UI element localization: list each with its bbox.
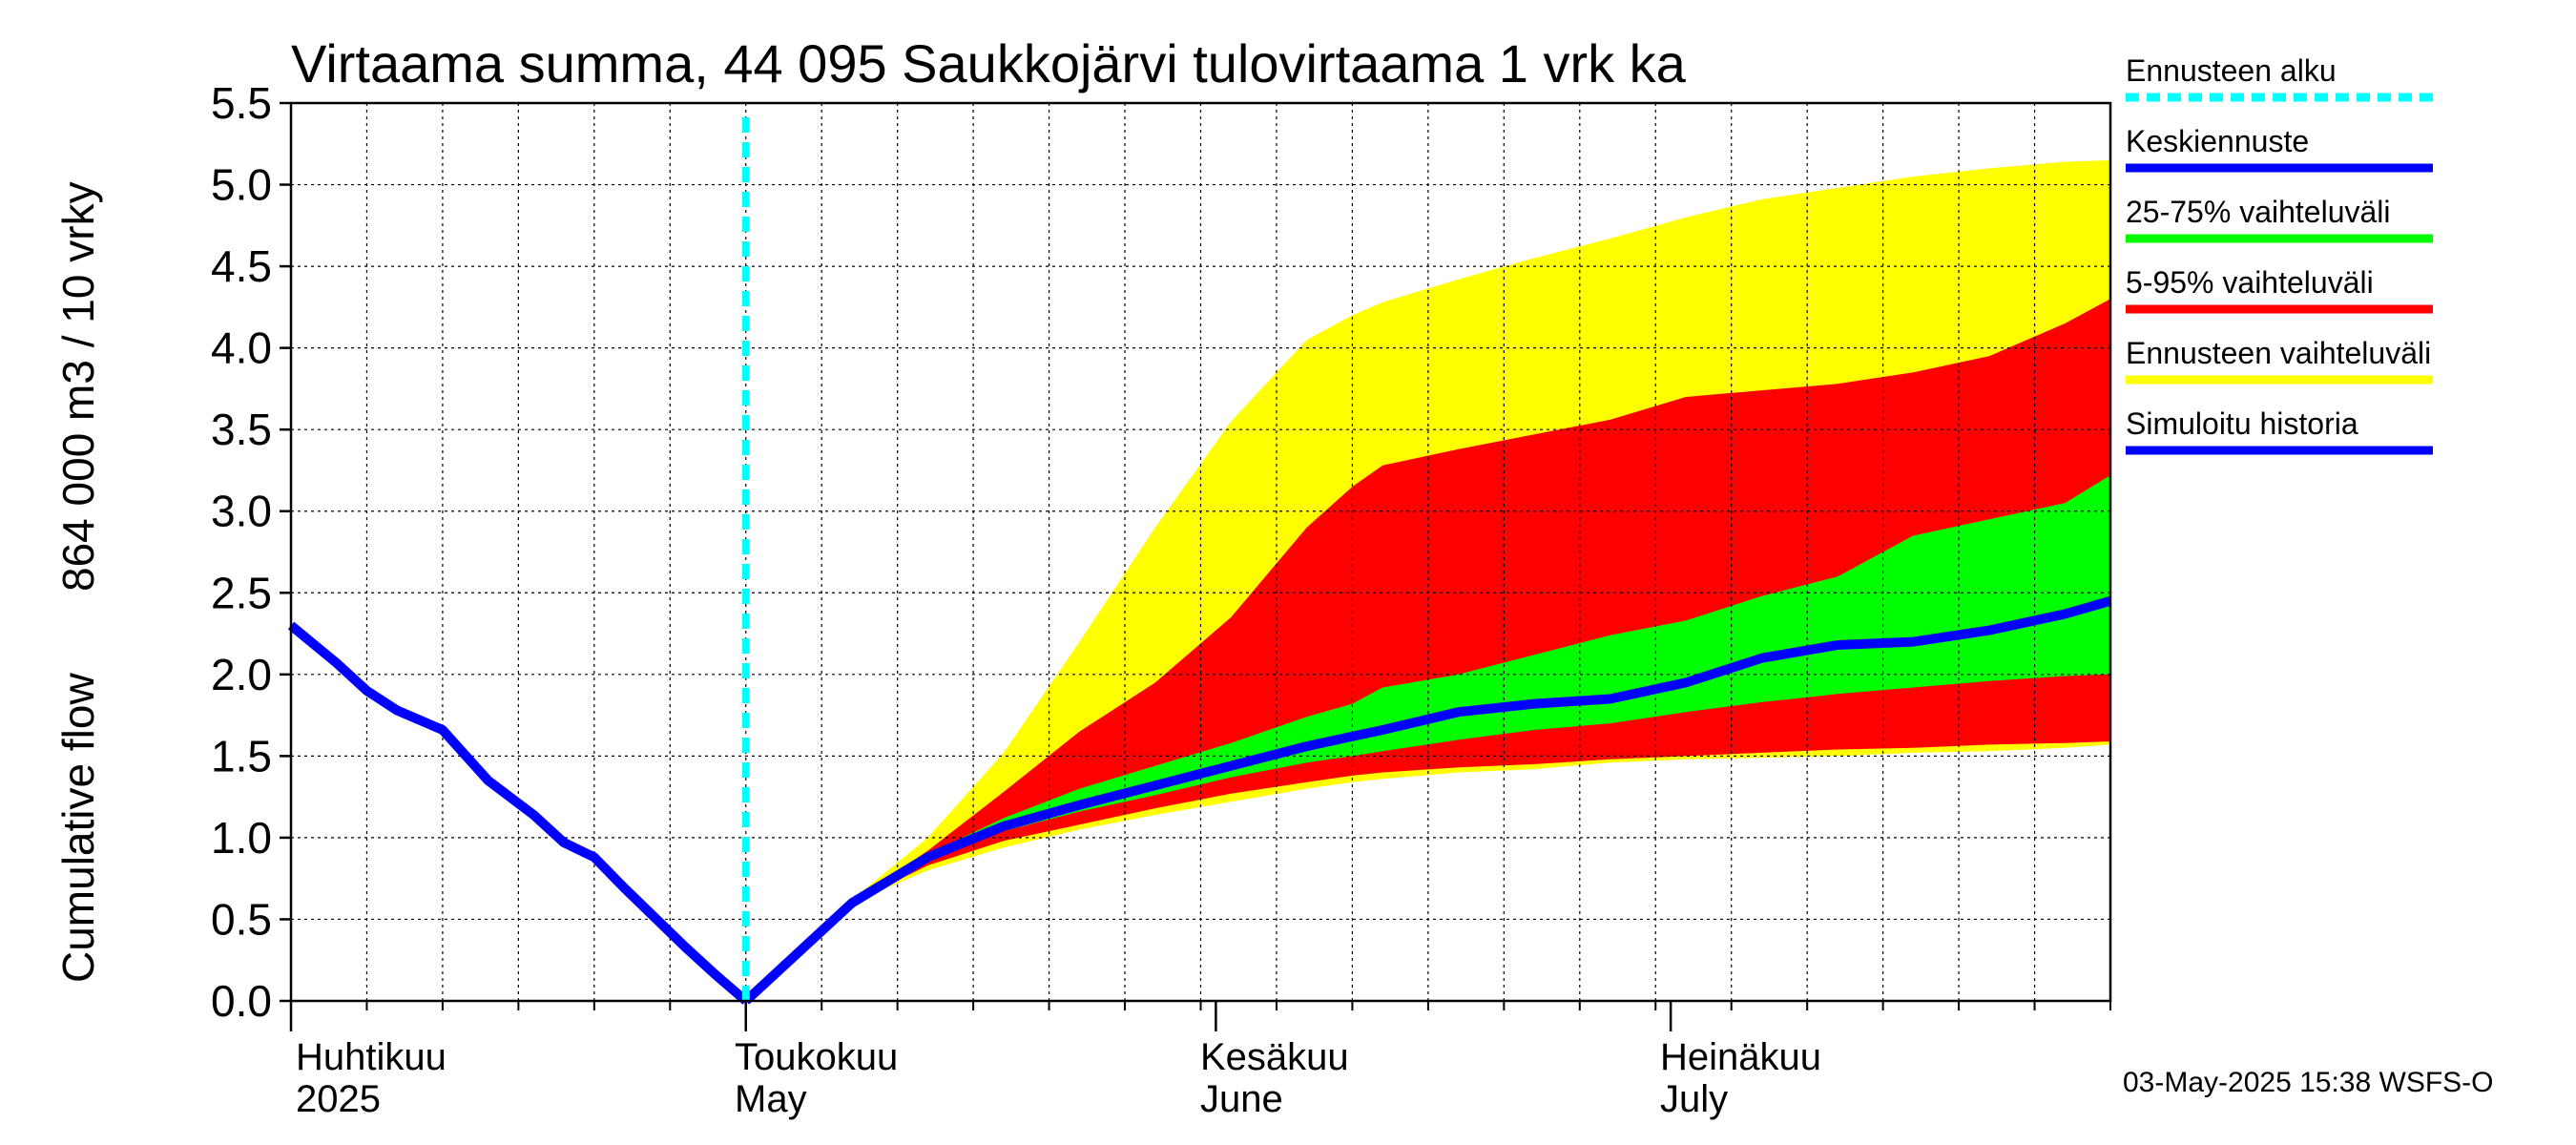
y-axis-ticks: 0.0 0.5 1.0 1.5 2.0 2.5 3.0 3.5 4.0 4.5 5.0 5.5 [211,78,291,1026]
history-line [287,621,750,1005]
legend-label: Ennusteen vaihteluväli [2126,336,2431,370]
x-month-label: Huhtikuu [296,1036,447,1078]
y-tick-label: 0.0 [211,976,272,1026]
x-month-label-en: June [1200,1078,1283,1120]
y-axis-label-line2: 864 000 m3 / 10 vrky [53,181,103,592]
grid [291,102,2110,1001]
band-5-95 [745,299,2110,1001]
y-tick-label: 1.0 [211,813,272,863]
y-tick-label: 3.5 [211,405,272,454]
x-month-label: Toukokuu [735,1036,898,1078]
y-tick-label: 2.5 [211,568,272,617]
x-month-label: Kesäkuu [1200,1036,1349,1078]
legend-label: Simuloitu historia [2126,406,2358,441]
legend-label: Keskiennuste [2126,124,2309,158]
y-tick-label: 4.5 [211,241,272,291]
x-month-label-en: May [735,1078,807,1120]
plot-area [287,101,2112,1005]
y-tick-label: 5.0 [211,160,272,210]
x-month-label-en: 2025 [296,1078,381,1120]
chart-title: Virtaama summa, 44 095 Saukkojärvi tulov… [291,33,1687,94]
median-line [742,595,2112,1005]
x-month-label-en: July [1660,1078,1728,1120]
timestamp-footer: 03-May-2025 15:38 WSFS-O [2123,1067,2494,1098]
y-tick-label: 1.5 [211,731,272,781]
y-tick-label: 2.0 [211,650,272,699]
legend: Ennusteen alku Keskiennuste 25-75% vaihtel… [2126,53,2433,455]
legend-label: 5-95% vaihteluväli [2126,265,2374,300]
y-axis-label-line1: Cumulative flow [53,673,103,983]
legend-label: 25-75% vaihteluväli [2126,195,2391,229]
y-tick-label: 0.5 [211,894,272,944]
x-month-label: Heinäkuu [1660,1036,1821,1078]
legend-label: Ennusteen alku [2126,53,2337,88]
y-tick-label: 4.0 [211,323,272,373]
y-tick-label: 3.0 [211,487,272,536]
y-tick-label: 5.5 [211,78,272,128]
